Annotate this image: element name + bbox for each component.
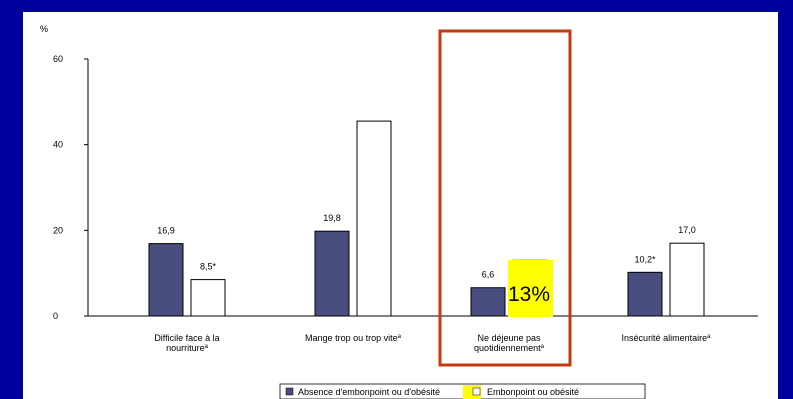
bar-embonpoint-0	[190, 279, 226, 317]
bar-chart: % 0 20 40 60 16,9 19,8 6,6 10,2* 8,5* 17,0 Diffi…	[40, 24, 758, 399]
bars-layer	[148, 120, 705, 317]
value-label: 17,0	[678, 225, 696, 235]
legend: Absence d'embonpoint ou d'obésité Embonp…	[279, 383, 646, 399]
legend-swatch-embonpoint-inner	[472, 387, 481, 396]
category-label-1: Mange trop ou trop vitea	[305, 333, 402, 343]
y-tick-label: 20	[53, 225, 63, 235]
highlight-label-bg	[508, 260, 553, 317]
y-tick-label: 0	[53, 311, 58, 321]
value-labels: 16,9 19,8 6,6 10,2* 8,5* 17,0	[157, 213, 696, 280]
y-axis: 0 20 40 60	[53, 54, 89, 321]
value-label: 10,2*	[634, 254, 656, 264]
highlight-box	[438, 29, 572, 367]
bar-absence-2	[470, 287, 506, 317]
category-label-0-line2: nourriturea	[166, 343, 209, 353]
y-tick-label: 40	[53, 140, 63, 150]
category-label-0: Difficile face à la	[154, 333, 219, 343]
legend-label-absence: Absence d'embonpoint ou d'obésité	[298, 387, 440, 397]
value-label: 19,8	[323, 213, 341, 223]
category-label-3: Insécurité alimentairea	[622, 333, 712, 343]
legend-frame	[279, 383, 646, 399]
bar-embonpoint-1	[356, 120, 392, 317]
bar-embonpoint-3	[669, 242, 705, 317]
y-tick-label: 60	[53, 54, 63, 64]
highlight-label: 13%	[508, 283, 550, 306]
legend-label-embonpoint: Embonpoint ou obésité	[487, 387, 579, 397]
value-label: 16,9	[157, 226, 175, 236]
bar-absence-3	[627, 271, 663, 317]
bar-absence-0	[148, 243, 184, 317]
y-axis-unit: %	[40, 24, 48, 34]
category-label-2: Ne déjeune pas	[477, 333, 541, 343]
value-label: 8,5*	[200, 262, 217, 272]
legend-swatch-absence	[285, 387, 294, 396]
chart-panel: % 0 20 40 60 16,9 19,8 6,6 10,2* 8,5* 17,0 Diffi…	[23, 12, 778, 399]
bar-absence-1	[314, 230, 350, 317]
value-label: 6,6	[482, 270, 495, 280]
category-label-2-line2: quotidiennementa	[474, 343, 545, 353]
